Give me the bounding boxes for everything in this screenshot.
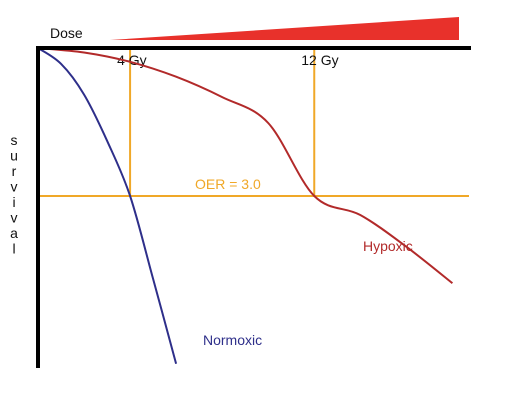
series-label-normoxic: Normoxic (203, 332, 262, 348)
y-axis-label-letter: v (11, 179, 18, 195)
series-label-hypoxic: Hypoxic (363, 238, 413, 254)
dose-wedge (110, 17, 459, 40)
annotation-12-gy: 12 Gy (301, 52, 338, 68)
dose-label: Dose (50, 25, 83, 41)
series-line-normoxic (37, 47, 178, 365)
oer-label: OER = 3.0 (195, 176, 261, 192)
y-axis-label-letter: v (11, 210, 18, 226)
y-axis-label-letter: s (11, 132, 18, 148)
y-axis-label-letter: a (10, 225, 18, 241)
y-axis-label-letter: r (12, 163, 17, 179)
y-axis-label-letter: u (10, 148, 18, 164)
y-axis-label-letter: i (12, 194, 15, 210)
y-axis-label-letter: l (12, 241, 15, 257)
series-line-hypoxic (37, 47, 454, 284)
